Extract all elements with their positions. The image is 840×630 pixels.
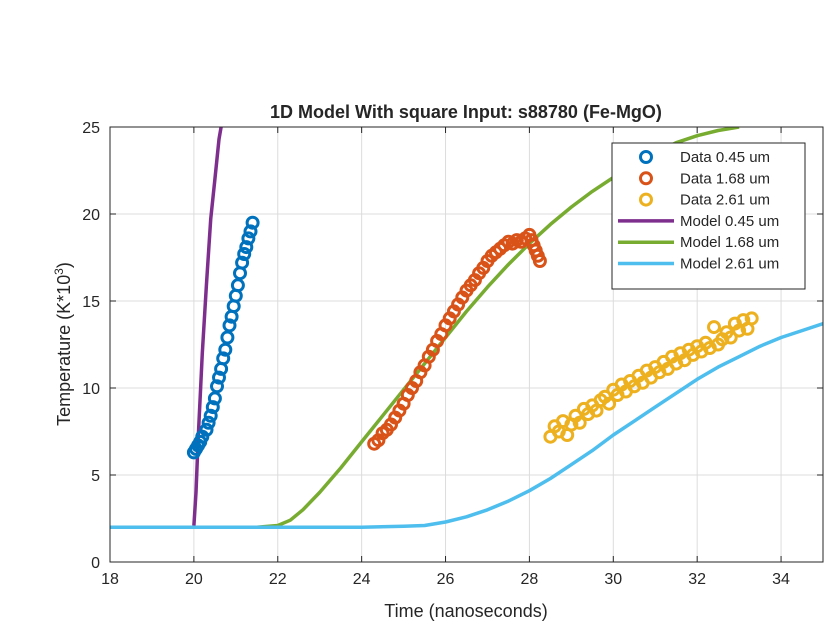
series-data-1-68-um [367, 227, 547, 451]
x-tick-label: 32 [688, 571, 706, 588]
y-tick-label: 15 [82, 294, 100, 311]
x-tick-label: 34 [772, 571, 790, 588]
y-tick-label: 25 [82, 120, 100, 137]
data-point [235, 255, 250, 270]
y-tick-label: 5 [91, 468, 100, 485]
data-point [212, 370, 226, 385]
axis-ticks: 18 20 22 24 26 28 30 32 34 0 5 10 15 20 25 [82, 120, 823, 588]
chart-title: 1D Model With square Input: s88780 (Fe-M… [270, 102, 662, 122]
data-point [205, 400, 220, 415]
data-point [744, 311, 759, 326]
data-point [222, 318, 237, 333]
x-tick-label: 18 [101, 571, 119, 588]
y-axis-label: Temperature (K*103) [52, 262, 74, 426]
y-tick-label: 0 [91, 555, 100, 572]
legend-marker [639, 192, 653, 207]
legend-label: Data 0.45 um [680, 149, 770, 166]
data-point [602, 396, 617, 411]
data-point [532, 254, 547, 268]
y-tick-label: 10 [82, 381, 100, 398]
series-data-0-45-um [186, 215, 260, 460]
y-axis-label-main: Temperature (K*10 [54, 275, 74, 426]
x-tick-label: 24 [353, 571, 371, 588]
y-axis-label-exponent: 3 [52, 268, 66, 275]
series-layer [110, 127, 823, 529]
y-tick-label: 20 [82, 207, 100, 224]
y-axis-label-close: ) [54, 262, 74, 268]
legend-label: Model 2.61 um [680, 256, 779, 273]
x-axis-label: Time (nanoseconds) [384, 601, 547, 621]
series-data-2-61-um [543, 311, 759, 444]
legend-label: Data 2.61 um [680, 192, 770, 209]
plot-frame [109, 126, 824, 563]
series-model-2-61-um [110, 321, 823, 529]
series-line [192, 127, 223, 526]
data-point [210, 379, 224, 394]
data-point [203, 408, 218, 423]
data-point [241, 231, 256, 246]
x-tick-label: 26 [437, 571, 455, 588]
data-point [201, 415, 216, 430]
x-tick-label: 22 [269, 571, 287, 588]
x-tick-label: 20 [185, 571, 203, 588]
legend-label: Model 1.68 um [680, 234, 779, 251]
data-point [218, 342, 233, 357]
data-point [572, 415, 587, 430]
series-line [110, 321, 823, 529]
legend-label: Data 1.68 um [680, 170, 770, 187]
data-point [237, 247, 252, 261]
x-tick-label: 28 [521, 571, 539, 588]
data-point [723, 330, 738, 345]
legend-marker [639, 171, 653, 186]
data-point [199, 422, 214, 437]
data-point [239, 240, 254, 255]
legend-marker [639, 150, 653, 164]
legend: Data 0.45 um Data 1.68 um Data 2.61 um Mode… [611, 142, 806, 290]
legend-label: Model 0.45 um [680, 213, 779, 230]
data-point [245, 215, 260, 230]
data-point [216, 351, 231, 366]
data-point [243, 224, 258, 239]
series-model-0-45-um [192, 127, 223, 526]
x-tick-label: 30 [604, 571, 622, 588]
data-point [707, 320, 721, 335]
